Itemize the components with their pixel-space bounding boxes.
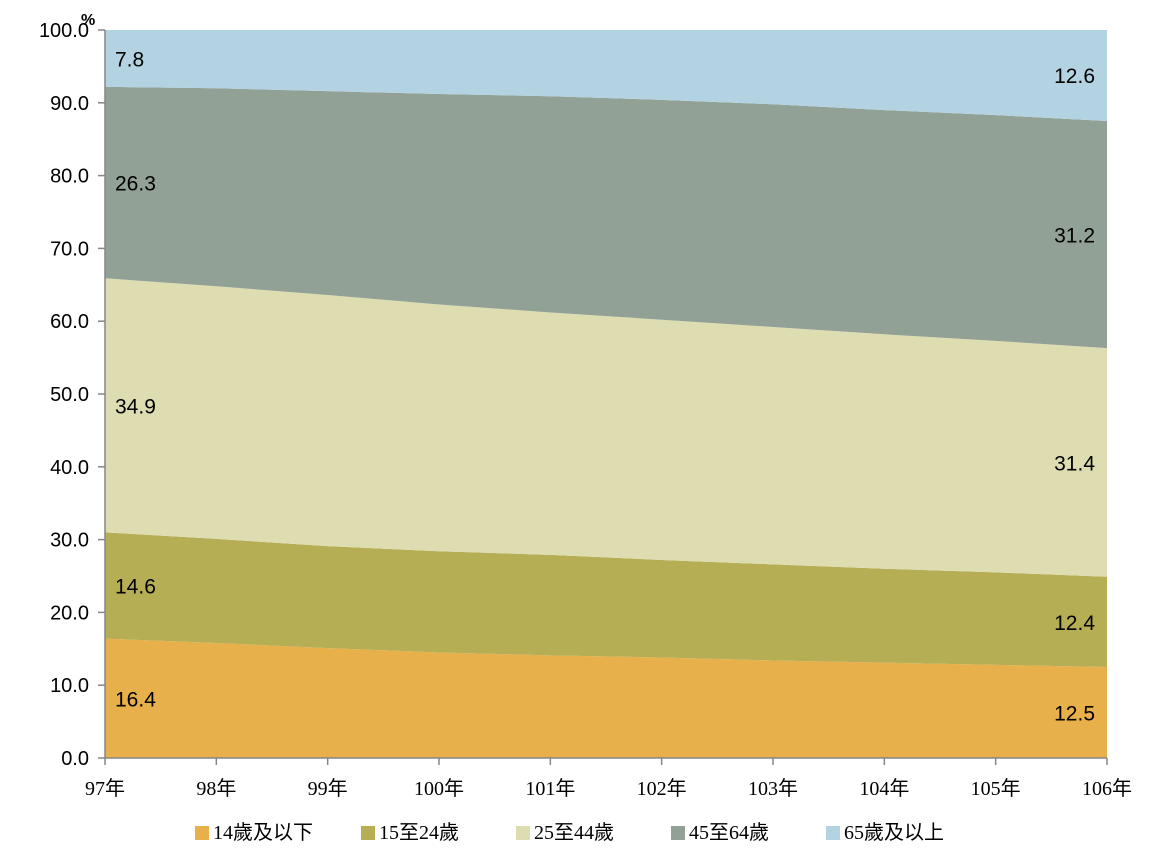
y-tick-label: 70.0 [50,238,89,260]
data-label-first-3: 26.3 [115,173,156,196]
y-tick-label: 50.0 [50,384,89,406]
x-tick-label: 106年 [1082,777,1132,800]
legend-label-1: 15至24歲 [379,821,459,844]
x-tick-label: 103年 [748,777,798,800]
data-label-last-0: 12.5 [1054,703,1095,726]
legend-swatch-0 [195,826,209,840]
x-tick-label: 104年 [859,777,909,800]
y-axis-unit: % [81,12,95,29]
x-tick-label: 100年 [414,777,464,800]
legend-swatch-4 [826,826,840,840]
x-tick-label: 105年 [971,777,1021,800]
x-tick-label: 97年 [85,777,125,800]
data-label-first-1: 14.6 [115,575,156,598]
y-tick-label: 80.0 [50,166,89,188]
legend-label-2: 25至44歲 [534,821,614,844]
data-label-last-1: 12.4 [1054,612,1095,635]
area-series-1 [105,532,1107,667]
y-tick-label: 40.0 [50,457,89,479]
y-tick-label: 30.0 [50,530,89,552]
x-tick-label: 98年 [196,777,236,800]
y-tick-label: 10.0 [50,675,89,697]
labels-layer: 16.4 12.5 14.6 12.4 34.9 31.4 26.3 31.2 7.8 12.6 [115,48,1095,725]
legend-swatch-3 [671,826,685,840]
legend: 14歲及以下 15至24歲 25至44歲 45至64歲 65歲及以上 [195,821,944,844]
legend-label-4: 65歲及以上 [844,821,944,844]
area-series-4 [105,30,1107,121]
area-series-0 [105,638,1107,758]
areas-layer [105,30,1107,758]
legend-label-0: 14歲及以下 [213,821,313,844]
x-tick-label: 102年 [637,777,687,800]
legend-label-3: 45至64歲 [689,821,769,844]
y-tick-label: 60.0 [50,311,89,333]
legend-swatch-2 [516,826,530,840]
y-tick-label: 100.0 [39,20,89,42]
y-tick-label: 20.0 [50,602,89,624]
data-label-last-3: 31.2 [1054,225,1095,248]
area-series-3 [105,86,1107,349]
legend-swatch-1 [361,826,375,840]
axes-layer: 0.0 10.0 20.0 30.0 40.0 50.0 60.0 70.0 80.0 90.0 1… [39,12,1132,800]
y-tick-label: 90.0 [50,93,89,115]
data-label-first-4: 7.8 [115,48,144,71]
x-tick-label: 101年 [525,777,575,800]
data-label-first-0: 16.4 [115,688,156,711]
x-tick-label: 99年 [308,777,348,800]
data-label-last-2: 31.4 [1054,452,1095,475]
area-series-2 [105,278,1107,577]
data-label-first-2: 34.9 [115,395,156,418]
y-tick-label: 0.0 [61,748,89,770]
data-label-last-4: 12.6 [1054,65,1095,88]
